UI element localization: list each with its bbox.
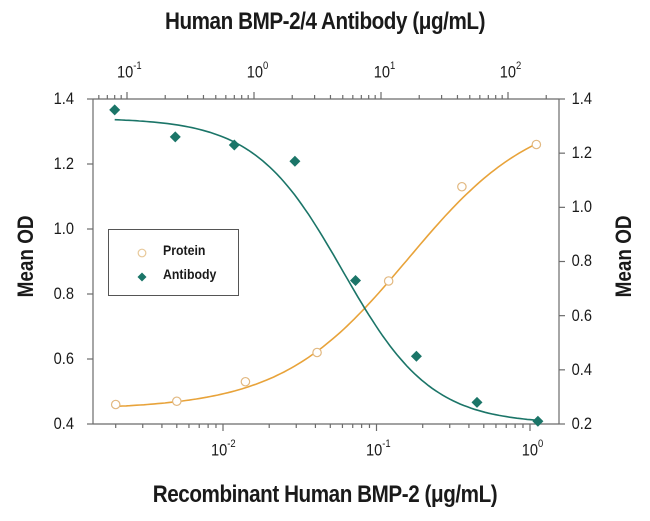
y-left-tick-label: 0.4 [53,414,74,433]
protein-data-point [531,139,542,150]
antibody-data-point [532,415,544,427]
x-top-tick-label: 10-1 [117,60,142,82]
antibody-data-point [350,274,362,286]
top-axis-title: Human BMP-2/4 Antibody (μg/mL) [164,8,486,35]
open-circle-icon [137,245,147,258]
x-bottom-tick-label: 100 [521,438,544,460]
x-top-tick-label: 101 [373,60,396,82]
filled-diamond-icon [137,269,147,282]
y-right-tick-label: 1.2 [571,143,592,162]
axes-frame [87,92,565,431]
protein-fit-curve [115,143,537,408]
legend-item-antibody: Antibody [109,265,224,283]
protein-data-point [383,276,394,286]
y-right-tick-label: 1.4 [571,89,592,108]
y-left-tick-label: 1.2 [53,154,74,173]
antibody-data-point [169,131,181,143]
antibody-fit-curve [114,118,538,422]
y-left-tick-label: 1.0 [53,219,74,238]
y-right-tick-label: 0.8 [571,251,592,270]
legend-label: Antibody [163,266,217,282]
legend-item-protein: Protein [109,241,211,259]
x-bottom-tick-label: 10-1 [366,438,391,460]
x-top-tick-label: 102 [499,60,522,82]
legend-label: Protein [163,242,206,258]
antibody-data-point [471,396,483,408]
protein-data-points [110,139,542,410]
y-left-tick-label: 1.4 [53,89,74,108]
chart-legend: Protein Antibody [108,229,239,296]
antibody-data-point [109,104,121,116]
bottom-axis-title: Recombinant Human BMP-2 (μg/mL) [152,481,498,508]
antibody-data-points [109,104,544,427]
protein-data-point [240,376,251,387]
y-right-tick-label: 0.4 [571,360,592,379]
antibody-data-point [289,155,301,167]
y-right-tick-label: 0.6 [571,306,592,325]
protein-data-point [457,181,467,192]
protein-data-point [312,347,322,358]
protein-data-point [110,399,121,410]
y-right-tick-label: 0.2 [571,414,592,433]
antibody-data-point [410,350,422,362]
y-left-tick-label: 0.6 [53,349,74,368]
y-left-tick-label: 0.8 [53,284,74,303]
y-right-tick-label: 1.0 [571,197,592,216]
x-bottom-tick-label: 10-2 [211,438,236,460]
antibody-data-point [228,139,240,151]
x-top-tick-label: 100 [246,60,269,82]
protein-data-point [171,396,182,407]
